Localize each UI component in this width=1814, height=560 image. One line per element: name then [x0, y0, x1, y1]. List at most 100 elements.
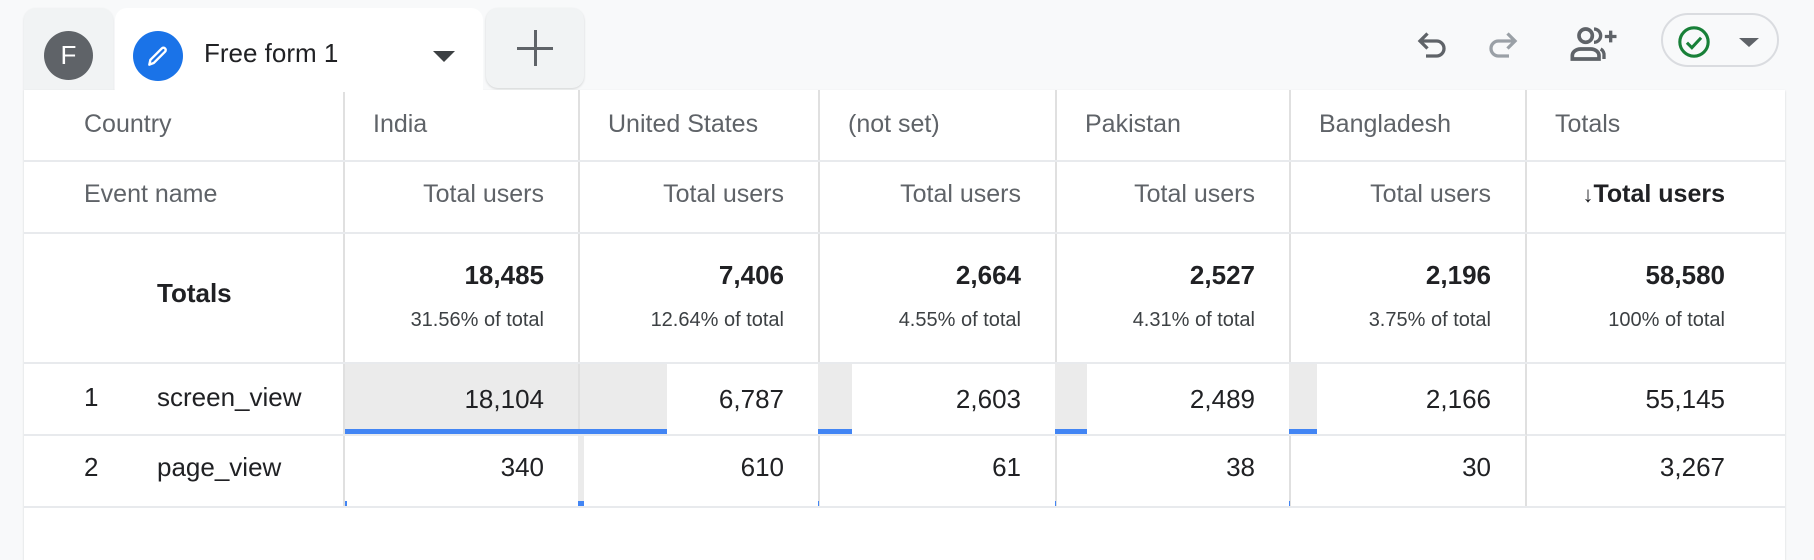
column-header-label: (not set): [848, 110, 940, 138]
row-dimension-header: Event name: [84, 180, 218, 208]
column-header-not-set[interactable]: (not set): [818, 90, 1057, 162]
metric-header-label: Total users: [663, 180, 784, 208]
metric-header-label: Total users: [1370, 180, 1491, 208]
column-header-totals[interactable]: Totals: [1525, 90, 1785, 162]
totals-cell-pakistan: 2,527 4.31% of total: [1055, 234, 1291, 364]
table-cell-bangladesh: 2,166: [1289, 364, 1527, 436]
totals-percent: 4.31% of total: [1132, 309, 1255, 331]
table-cell-pakistan: 2,489: [1055, 364, 1291, 436]
share-button[interactable]: [1568, 24, 1620, 64]
table-cell-not-set: 61: [818, 436, 1057, 508]
cell-value: 18,104: [464, 384, 544, 414]
table-cell-bangladesh: 30: [1289, 436, 1527, 508]
metric-header-label: Total users: [900, 180, 1021, 208]
tab-avatar[interactable]: F: [24, 8, 113, 90]
metric-header-label: Total users: [1593, 180, 1725, 208]
totals-percent: 3.75% of total: [1368, 309, 1491, 331]
bar-indicator: [1289, 429, 1317, 434]
row-index: 1: [84, 382, 99, 412]
cell-value: 61: [992, 452, 1021, 482]
table-cell-india: 18,104: [343, 364, 580, 436]
status-dropdown[interactable]: [1661, 13, 1779, 67]
table-row-label[interactable]: 1 screen_view: [24, 364, 345, 436]
chevron-down-icon: [1739, 38, 1759, 47]
totals-cell-not-set: 2,664 4.55% of total: [818, 234, 1057, 364]
bar-bg: [1289, 364, 1317, 434]
dimension-header-cell: Country: [24, 90, 345, 162]
column-header-label: Bangladesh: [1319, 110, 1452, 138]
undo-button[interactable]: [1412, 24, 1452, 64]
totals-percent: 31.56% of total: [410, 309, 544, 331]
pencil-icon: [133, 31, 183, 81]
totals-cell-bangladesh: 2,196 3.75% of total: [1289, 234, 1527, 364]
metric-header-label: Total users: [423, 180, 544, 208]
column-header-pakistan[interactable]: Pakistan: [1055, 90, 1291, 162]
bar-bg: [578, 436, 584, 506]
metric-header-india[interactable]: Total users: [343, 162, 580, 234]
table-row-label[interactable]: 2 page_view: [24, 436, 345, 508]
table-cell-not-set: 2,603: [818, 364, 1057, 436]
column-header-bangladesh[interactable]: Bangladesh: [1289, 90, 1527, 162]
totals-percent: 4.55% of total: [898, 309, 1021, 331]
totals-value: 18,485: [464, 260, 544, 290]
table-cell-total: 3,267: [1525, 436, 1785, 508]
cell-value: 2,603: [955, 384, 1021, 414]
totals-cell-united-states: 7,406 12.64% of total: [578, 234, 820, 364]
bar-indicator: [578, 501, 584, 506]
check-circle-icon: [1678, 26, 1710, 58]
cell-value: 2,166: [1425, 384, 1491, 414]
totals-value: 2,196: [1425, 260, 1491, 290]
column-header-label: Pakistan: [1085, 110, 1181, 138]
tab-title: Free form 1: [204, 38, 339, 68]
row-event-name: page_view: [157, 452, 282, 482]
row-index: 2: [84, 452, 99, 482]
totals-percent: 12.64% of total: [650, 309, 784, 331]
cell-value: 6,787: [718, 384, 784, 414]
totals-percent: 100% of total: [1608, 309, 1725, 331]
tab-free-form-1[interactable]: Free form 1: [115, 8, 483, 92]
cell-value: 38: [1226, 452, 1255, 482]
tab-menu-chevron-down-icon[interactable]: [433, 51, 455, 62]
totals-label: Totals: [157, 278, 232, 308]
avatar-letter: F: [60, 40, 77, 70]
redo-icon: [1489, 32, 1518, 58]
totals-value: 2,664: [955, 260, 1021, 290]
row1-india-bar: [345, 429, 667, 434]
cell-value: 3,267: [1659, 452, 1725, 482]
metric-header-totals-sorted[interactable]: ↓Total users: [1525, 162, 1785, 234]
column-header-label: United States: [608, 110, 759, 138]
sort-descending-icon: ↓: [1582, 182, 1594, 207]
row1-india-bar-bg: [345, 364, 667, 434]
column-header-india[interactable]: India: [343, 90, 580, 162]
report-table: Country India United States (not set) Pa…: [24, 90, 1785, 560]
column-header-united-states[interactable]: United States: [578, 90, 820, 162]
add-tab-button[interactable]: [486, 8, 584, 88]
metric-header-label: Total users: [1134, 180, 1255, 208]
table-cell-united-states: 6,787: [578, 364, 820, 436]
bar-bg: [818, 364, 852, 434]
row-event-name: screen_view: [157, 382, 302, 412]
totals-cell-grand-total: 58,580 100% of total: [1525, 234, 1785, 364]
bar-indicator: [818, 429, 852, 434]
metric-header-not-set[interactable]: Total users: [818, 162, 1057, 234]
totals-value: 58,580: [1645, 260, 1725, 290]
cell-value: 2,489: [1189, 384, 1255, 414]
totals-value: 2,527: [1189, 260, 1255, 290]
bar-indicator: [1289, 501, 1290, 506]
metric-header-bangladesh[interactable]: Total users: [1289, 162, 1527, 234]
cell-value: 610: [740, 452, 784, 482]
undo-icon: [1417, 32, 1446, 58]
redo-button[interactable]: [1483, 24, 1523, 64]
dimension-header: Country: [84, 110, 172, 138]
cell-value: 30: [1462, 452, 1491, 482]
metric-header-pakistan[interactable]: Total users: [1055, 162, 1291, 234]
cell-value: 340: [500, 452, 544, 482]
column-header-label: India: [373, 110, 428, 138]
bar-bg: [1055, 364, 1087, 434]
metric-header-united-states[interactable]: Total users: [578, 162, 820, 234]
bar-indicator: [345, 501, 347, 506]
avatar[interactable]: F: [44, 31, 93, 80]
totals-value: 7,406: [718, 260, 784, 290]
bar-indicator: [818, 501, 819, 506]
column-header-label: Totals: [1555, 110, 1621, 138]
